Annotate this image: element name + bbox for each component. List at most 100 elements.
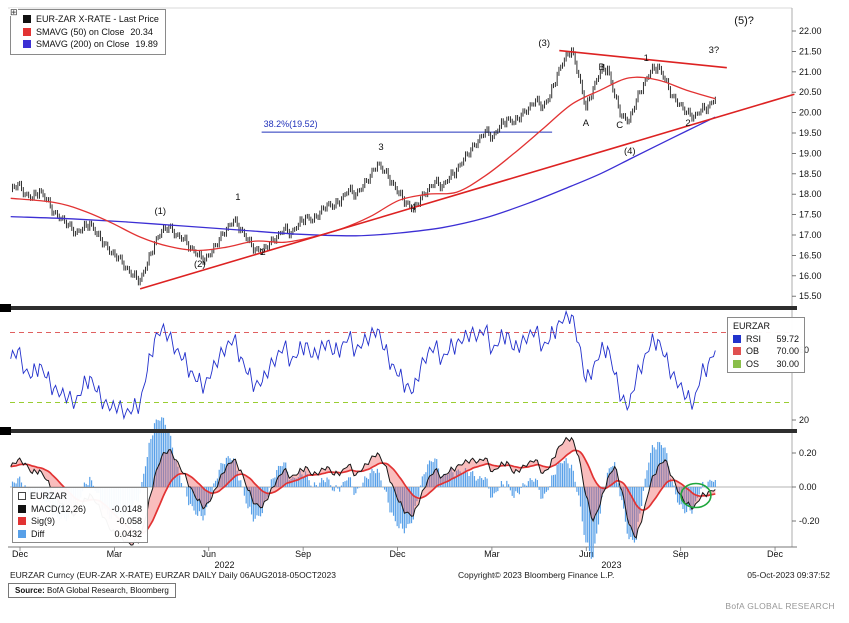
smavg50-swatch: [23, 27, 31, 36]
svg-text:Dec: Dec: [767, 549, 784, 559]
svg-text:2: 2: [260, 247, 265, 258]
chart-icon: [18, 492, 26, 501]
smavg200-label: SMAVG (200) on Close: [36, 39, 130, 49]
diff-label: Diff: [31, 528, 45, 539]
timestamp: 05-Oct-2023 09:37:52: [747, 570, 830, 580]
last-price-label: EUR-ZAR X-RATE - Last Price: [36, 14, 159, 24]
svg-text:2: 2: [685, 118, 690, 129]
svg-text:3?: 3?: [709, 45, 720, 56]
svg-text:Dec: Dec: [390, 549, 407, 559]
svg-text:20.00: 20.00: [799, 108, 822, 118]
source-prefix: Source:: [15, 586, 45, 595]
os-swatch: [733, 359, 741, 368]
svg-text:Dec: Dec: [12, 549, 29, 559]
expand-icon[interactable]: ⊞: [10, 7, 18, 17]
rsi-swatch: [733, 334, 741, 343]
svg-text:19.50: 19.50: [799, 128, 822, 138]
svg-text:B: B: [599, 62, 605, 73]
svg-text:38.2%(19.52): 38.2%(19.52): [264, 119, 318, 129]
svg-text:C: C: [616, 120, 623, 131]
smavg200-swatch: [23, 40, 31, 49]
svg-text:Jun: Jun: [202, 549, 217, 559]
legend-row-last-price: EUR-ZAR X-RATE - Last Price: [23, 13, 159, 26]
smavg200-value: 19.89: [135, 39, 158, 49]
svg-text:0.00: 0.00: [799, 482, 817, 492]
separator-handle-icon[interactable]: [0, 304, 11, 312]
svg-text:2022: 2022: [214, 560, 234, 570]
svg-text:Sep: Sep: [673, 549, 689, 559]
legend-row-smavg50: SMAVG (50) on Close 20.34: [23, 26, 159, 39]
svg-text:15.50: 15.50: [799, 291, 822, 301]
svg-text:(5)?: (5)?: [734, 15, 754, 27]
rsi-legend-title: EURZAR: [733, 321, 771, 331]
separator-handle-icon[interactable]: [0, 427, 11, 435]
svg-text:A: A: [583, 118, 590, 129]
rsi-value: 59.72: [776, 333, 799, 344]
svg-text:Mar: Mar: [484, 549, 500, 559]
macd-swatch: [18, 504, 26, 513]
svg-text:1: 1: [644, 53, 649, 64]
panel-separator[interactable]: [0, 427, 797, 435]
source-note: Source: BofA Global Research, Bloomberg: [8, 583, 176, 598]
svg-text:4: 4: [411, 202, 416, 213]
svg-text:3: 3: [378, 142, 383, 153]
source-text: BofA Global Research, Bloomberg: [44, 586, 169, 595]
copyright-text: Copyright© 2023 Bloomberg Finance L.P.: [458, 570, 615, 580]
svg-text:17.50: 17.50: [799, 210, 822, 220]
svg-text:20: 20: [799, 415, 809, 425]
svg-text:-0.20: -0.20: [799, 516, 820, 526]
svg-text:22.00: 22.00: [799, 26, 822, 36]
panel-separator[interactable]: [0, 304, 797, 312]
macd-value: -0.0148: [111, 503, 142, 514]
diff-swatch: [18, 529, 26, 538]
rsi-label: RSI: [746, 333, 762, 344]
svg-text:Sep: Sep: [295, 549, 311, 559]
macd-legend[interactable]: EURZAR MACD(12,26) -0.0148 Sig(9) -0.058…: [12, 487, 148, 543]
legend-row-macd: MACD(12,26) -0.0148: [18, 503, 142, 516]
ob-swatch: [733, 347, 741, 356]
ob-value: 70.00: [776, 346, 799, 356]
sig-swatch: [18, 517, 26, 526]
diff-value: 0.0432: [114, 528, 142, 539]
svg-text:18.00: 18.00: [799, 189, 822, 199]
svg-text:21.50: 21.50: [799, 46, 822, 56]
legend-row-diff: Diff 0.0432: [18, 528, 142, 541]
os-value: 30.00: [776, 358, 799, 369]
macd-label: MACD(12,26): [31, 503, 87, 514]
svg-text:(4): (4): [624, 146, 636, 157]
rsi-legend[interactable]: EURZAR RSI 59.72 OB 70.00 OS 30.00: [727, 317, 805, 373]
macd-legend-title: EURZAR: [18, 490, 142, 503]
security-description: EURZAR Curncy (EUR-ZAR X-RATE) EURZAR DA…: [10, 570, 336, 580]
legend-row-ob: OB 70.00: [733, 345, 799, 358]
legend-row-os: OS 30.00: [733, 358, 799, 371]
price-legend[interactable]: ⊞ EUR-ZAR X-RATE - Last Price SMAVG (50)…: [10, 7, 166, 55]
bofa-global-research-watermark: BofA GLOBAL RESEARCH: [725, 601, 835, 611]
svg-text:16.00: 16.00: [799, 271, 822, 281]
ob-label: OB: [746, 346, 760, 356]
svg-text:0.20: 0.20: [799, 448, 817, 458]
legend-row-sig: Sig(9) -0.058: [18, 515, 142, 528]
footer-bar: EURZAR Curncy (EUR-ZAR X-RATE) EURZAR DA…: [0, 570, 849, 582]
os-label: OS: [746, 358, 760, 369]
svg-text:17.00: 17.00: [799, 230, 822, 240]
legend-row-rsi: RSI 59.72: [733, 333, 799, 346]
svg-text:(2): (2): [194, 259, 206, 270]
svg-text:16.50: 16.50: [799, 250, 822, 260]
svg-text:(3): (3): [538, 38, 550, 49]
svg-text:1: 1: [235, 192, 240, 203]
svg-text:Mar: Mar: [107, 549, 123, 559]
svg-text:20.50: 20.50: [799, 87, 822, 97]
sig-label: Sig(9): [31, 516, 56, 526]
svg-text:(1): (1): [154, 206, 166, 217]
svg-text:19.00: 19.00: [799, 148, 822, 158]
svg-text:Jun: Jun: [579, 549, 594, 559]
smavg50-value: 20.34: [130, 26, 153, 37]
last-price-swatch: [23, 15, 31, 24]
legend-row-smavg200: SMAVG (200) on Close 19.89: [23, 38, 159, 51]
svg-text:2023: 2023: [601, 560, 621, 570]
svg-text:21.00: 21.00: [799, 67, 822, 77]
smavg50-label: SMAVG (50) on Close: [36, 26, 125, 37]
svg-text:18.50: 18.50: [799, 169, 822, 179]
sig-value: -0.058: [116, 516, 142, 526]
